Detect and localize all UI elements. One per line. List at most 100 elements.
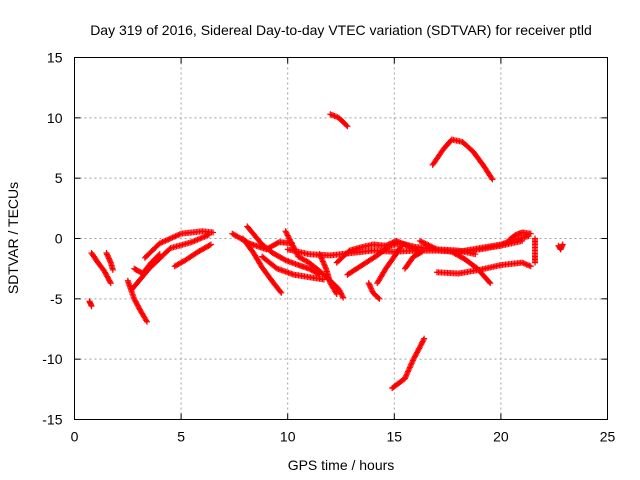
data-point <box>405 367 412 374</box>
series-t22 <box>401 248 426 272</box>
series-t6 <box>129 231 212 293</box>
series-t27 <box>506 229 534 243</box>
chart-title: Day 319 of 2016, Sidereal Day-to-day VTE… <box>90 22 592 38</box>
y-tick-label: 5 <box>55 170 63 186</box>
series-t16 <box>327 111 351 130</box>
data-point <box>278 289 285 296</box>
data-point <box>401 375 408 382</box>
data-point <box>417 249 424 256</box>
series-t29 <box>555 241 566 253</box>
data-point <box>421 335 428 342</box>
data-point <box>143 317 150 324</box>
data-point <box>532 235 539 242</box>
y-axis-label: SDTVAR / TECUs <box>5 182 21 294</box>
y-tick-label: -15 <box>42 412 62 428</box>
data-point <box>402 374 409 381</box>
data-point <box>403 372 410 379</box>
y-tick-label: -10 <box>42 351 62 367</box>
data-point <box>343 122 350 129</box>
x-tick-label: 10 <box>280 429 296 445</box>
y-tick-label: 15 <box>47 50 63 66</box>
series-t10 <box>239 235 285 296</box>
series-t24 <box>416 237 494 287</box>
x-tick-label: 0 <box>71 429 79 445</box>
data-point <box>376 295 383 302</box>
data-point <box>486 279 493 286</box>
series-t25 <box>433 259 534 277</box>
series-t15 <box>316 251 340 298</box>
data-point <box>527 230 534 237</box>
series-t20 <box>374 243 404 287</box>
data-point <box>344 123 351 130</box>
data-point <box>88 303 95 310</box>
data-point <box>472 251 479 258</box>
data-point <box>365 280 372 287</box>
x-tick-label: 25 <box>600 429 616 445</box>
y-tick-label: 0 <box>55 231 63 247</box>
data-point <box>107 280 114 287</box>
data-point <box>409 357 416 364</box>
data-point <box>385 243 392 250</box>
data-point <box>367 284 374 291</box>
data-point <box>368 287 375 294</box>
data-point <box>206 242 213 249</box>
data-point <box>107 278 114 285</box>
data-point <box>408 360 415 367</box>
data-point <box>210 229 217 236</box>
data-point <box>404 369 411 376</box>
series-t7 <box>141 228 217 261</box>
data-point <box>143 318 150 325</box>
data-point <box>488 175 495 182</box>
data-point <box>366 282 373 289</box>
x-tick-label: 5 <box>177 429 185 445</box>
marks-layer <box>86 111 566 392</box>
data-point <box>104 251 111 258</box>
data-point <box>419 248 426 255</box>
data-point <box>105 255 112 262</box>
data-point <box>104 252 111 259</box>
data-point <box>107 258 114 265</box>
data-point <box>277 288 284 295</box>
x-tick-label: 20 <box>493 429 509 445</box>
y-tick-label: -5 <box>50 291 63 307</box>
series-t19 <box>365 280 383 302</box>
series-t2 <box>88 249 114 287</box>
series-t28 <box>532 235 539 266</box>
ticks-layer: 0 5 10 15 20 25 -15 -10 -5 0 5 10 15 <box>42 50 615 445</box>
series-t21 <box>389 335 428 392</box>
data-point <box>103 249 110 256</box>
data-point <box>332 289 339 296</box>
data-point <box>405 368 412 375</box>
data-point <box>406 365 413 372</box>
series-t11 <box>244 223 323 278</box>
data-point <box>368 285 375 292</box>
data-point <box>207 241 214 248</box>
x-axis-label: GPS time / hours <box>288 457 395 473</box>
data-point <box>487 280 494 287</box>
data-point <box>408 361 415 368</box>
series-t23 <box>429 136 496 183</box>
data-point <box>559 241 566 248</box>
series-t3 <box>103 249 116 273</box>
data-point <box>109 266 116 273</box>
data-point <box>375 294 382 301</box>
series-t8 <box>171 241 214 270</box>
series-t12 <box>259 253 327 283</box>
data-point <box>105 254 112 261</box>
data-point <box>106 256 113 263</box>
y-tick-label: 10 <box>47 110 63 126</box>
data-point <box>396 245 403 252</box>
data-point <box>340 294 347 301</box>
data-point <box>407 363 414 370</box>
data-point <box>366 281 373 288</box>
data-point <box>406 364 413 371</box>
data-point <box>527 263 534 270</box>
data-point <box>409 358 416 365</box>
data-point <box>281 256 288 263</box>
data-point <box>489 176 496 183</box>
data-point <box>333 291 340 298</box>
data-point <box>403 371 410 378</box>
series-t1 <box>86 298 95 310</box>
data-point <box>397 243 404 250</box>
